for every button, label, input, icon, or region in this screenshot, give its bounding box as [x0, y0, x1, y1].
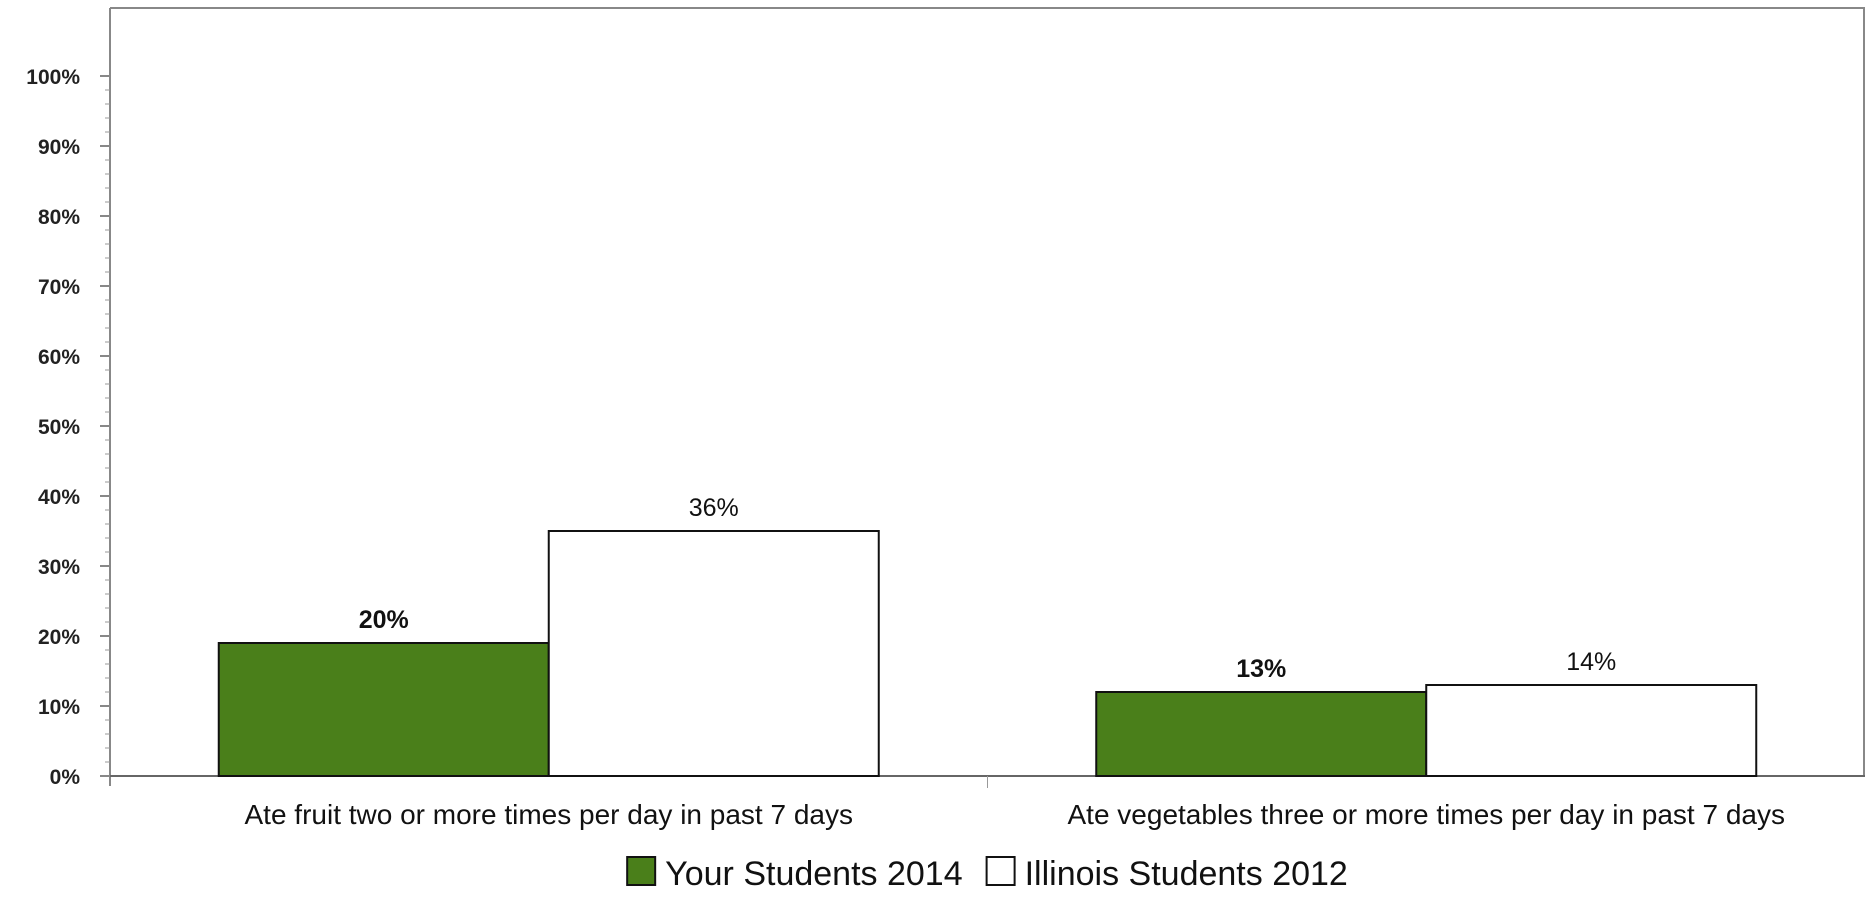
y-tick-label: 90%	[38, 136, 80, 159]
x-category-label: Ate fruit two or more times per day in p…	[245, 799, 853, 830]
x-category-label: Ate vegetables three or more times per d…	[1068, 799, 1786, 830]
y-tick-label: 30%	[38, 556, 80, 579]
bar-your-students	[1095, 691, 1428, 777]
bar-illinois-students	[547, 530, 880, 777]
y-tick-label: 80%	[38, 206, 80, 229]
y-tick-label: 40%	[38, 486, 80, 509]
y-tick-label: 0%	[50, 766, 81, 789]
data-label: 14%	[1566, 648, 1616, 676]
bar-your-students	[217, 642, 550, 777]
y-tick-label: 100%	[26, 66, 80, 89]
y-tick-label: 70%	[38, 276, 80, 299]
y-tick-label: 20%	[38, 626, 80, 649]
y-tick-label: 10%	[38, 696, 80, 719]
y-tick-label: 50%	[38, 416, 80, 439]
data-label: 20%	[359, 606, 409, 634]
legend-label: Your Students 2014	[665, 855, 962, 893]
data-label: 13%	[1236, 655, 1286, 683]
bar-illinois-students	[1425, 684, 1758, 777]
legend-swatch-illinois-students	[985, 856, 1016, 886]
y-tick-label: 60%	[38, 346, 80, 369]
legend-label: Illinois Students 2012	[1025, 855, 1348, 893]
data-label: 36%	[689, 494, 739, 522]
legend-swatch-your-students	[626, 856, 657, 886]
